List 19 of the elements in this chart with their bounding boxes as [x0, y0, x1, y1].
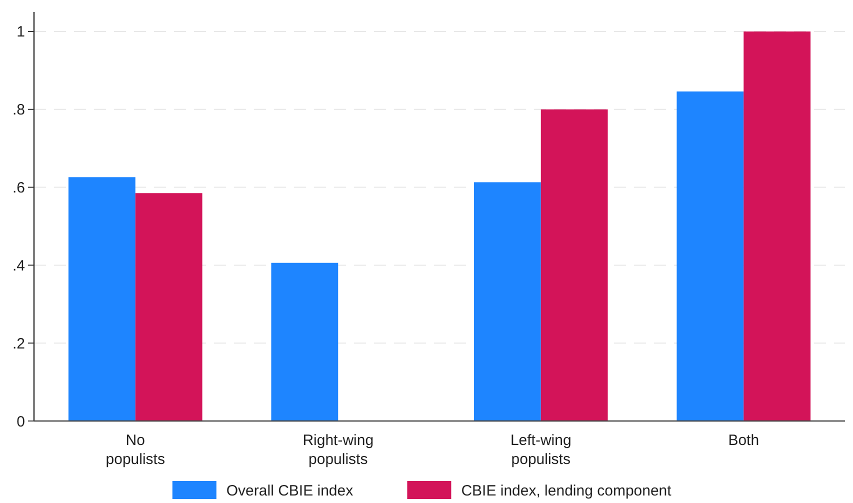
y-tick-label: 0	[16, 413, 25, 430]
bar	[744, 31, 811, 421]
bar	[68, 177, 136, 421]
x-tick-label: Right-wing populists	[302, 432, 374, 468]
bar	[271, 262, 338, 421]
x-tick-label: Left-wing populists	[510, 432, 572, 468]
x-tick-label: No populists	[106, 432, 165, 468]
y-tick-label: .4	[12, 257, 25, 274]
y-tick-label: .8	[12, 102, 25, 119]
y-tick-label: .2	[12, 335, 25, 352]
legend-label: CBIE index, lending component	[461, 482, 672, 500]
y-tick-label: .6	[12, 180, 25, 197]
bar	[135, 193, 202, 421]
legend-label: Overall CBIE index	[226, 482, 354, 500]
bar	[474, 182, 541, 421]
y-tick-label: 1	[16, 24, 25, 41]
bar	[540, 109, 608, 421]
x-tick-label: Both	[728, 432, 760, 449]
bar	[676, 91, 744, 421]
